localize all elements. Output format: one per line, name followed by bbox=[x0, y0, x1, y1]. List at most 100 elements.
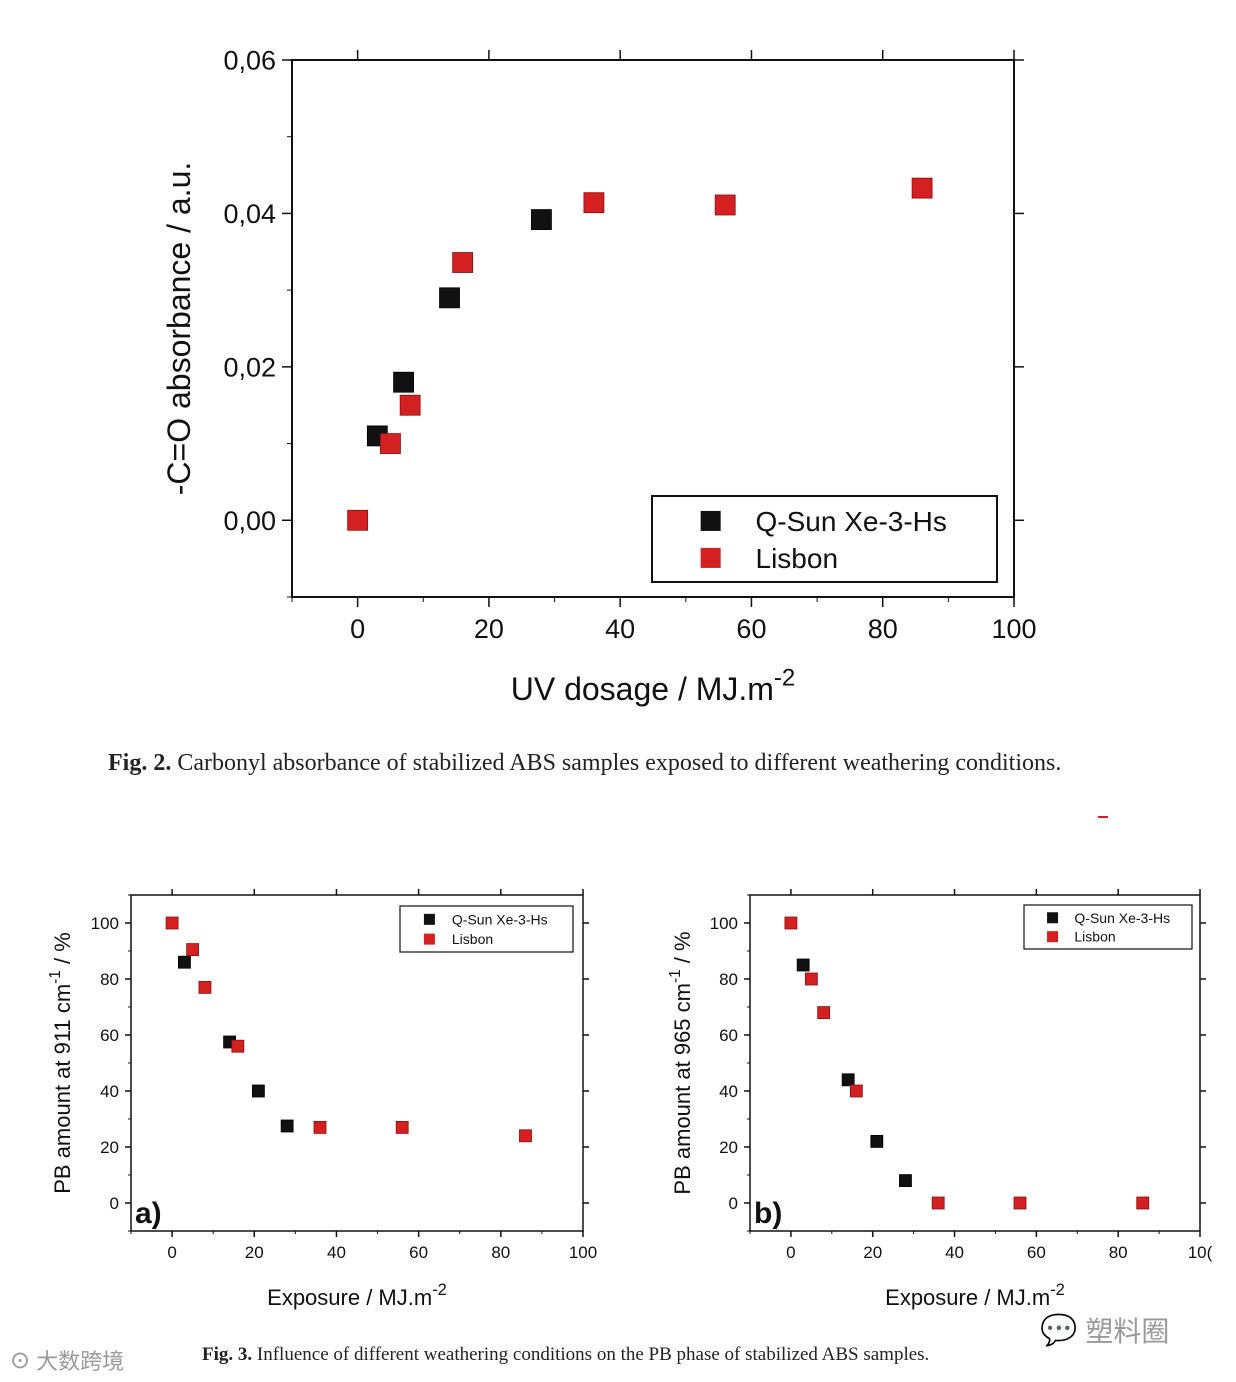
x-tick-label: 40 bbox=[327, 1243, 346, 1262]
data-point bbox=[178, 955, 191, 969]
x-tick-label: 80 bbox=[868, 614, 898, 644]
series-lisbon bbox=[347, 177, 933, 531]
legend: Q-Sun Xe-3-Hs Lisbon bbox=[651, 495, 998, 583]
x-axis-label-sup: -2 bbox=[432, 1281, 447, 1299]
data-point bbox=[313, 1121, 327, 1134]
legend-label: Q-Sun Xe-3-Hs bbox=[452, 911, 548, 927]
data-point bbox=[784, 916, 798, 930]
y-axis-label-sup: -1 bbox=[667, 969, 684, 983]
chart-fig3a: 0 20 40 60 80 100 0 20 40 60 80 100 Exposure / MJ.m-… bbox=[47, 889, 597, 1310]
x-axis-label: Exposure / MJ.m-2 bbox=[267, 1281, 447, 1310]
x-axis-label: Exposure / MJ.m-2 bbox=[885, 1281, 1065, 1310]
chart-fig3b: 0 20 40 60 80 10(0 20 40 60 80 100 Exposure / MJ.m-… bbox=[667, 889, 1213, 1310]
x-tick-label: 20 bbox=[474, 614, 504, 644]
x-tick-label: 40 bbox=[945, 1243, 964, 1262]
fig2-caption: Fig. 2. Carbonyl absorbance of stabilize… bbox=[108, 746, 1108, 780]
y-axis-label: -C=O absorbance / a.u. bbox=[161, 162, 197, 496]
legend-marker bbox=[423, 933, 435, 945]
data-point bbox=[714, 194, 736, 216]
data-point bbox=[280, 1119, 294, 1133]
legend-box bbox=[651, 495, 998, 583]
legend-label: Lisbon bbox=[1074, 929, 1115, 945]
x-tick-label: 60 bbox=[736, 614, 766, 644]
data-point bbox=[849, 1084, 863, 1098]
legend-marker bbox=[700, 547, 721, 568]
data-point bbox=[899, 1174, 912, 1187]
y-axis-label-sup: -1 bbox=[47, 970, 64, 984]
y-tick-label: 20 bbox=[719, 1138, 738, 1157]
x-tick-label: 20 bbox=[245, 1243, 264, 1262]
data-point bbox=[817, 1006, 831, 1019]
watermark-left: ⊙ 大数跨境 bbox=[10, 1344, 124, 1376]
data-point bbox=[165, 916, 179, 930]
fig3-caption: Fig. 3. Influence of different weatherin… bbox=[202, 1343, 1102, 1367]
watermark-left-logo-icon: ⊙ bbox=[10, 1346, 31, 1374]
x-tick-label: 100 bbox=[569, 1243, 597, 1262]
watermark-right-chat-icon: 💬 bbox=[1040, 1312, 1078, 1348]
data-point bbox=[841, 1073, 855, 1087]
x-tick-label: 10( bbox=[1188, 1243, 1213, 1262]
watermark-left-text: 大数跨境 bbox=[36, 1350, 125, 1375]
y-tick-label: 20 bbox=[100, 1138, 119, 1157]
x-axis-label: UV dosage / MJ.m-2 bbox=[511, 665, 796, 707]
data-point bbox=[380, 433, 401, 454]
y-tick-label: 60 bbox=[719, 1026, 738, 1045]
fig3-caption-text: Influence of different weathering condit… bbox=[256, 1344, 930, 1365]
y-tick-label: 80 bbox=[719, 970, 738, 989]
series-qsun bbox=[178, 955, 294, 1133]
x-tick-label: 100 bbox=[991, 614, 1036, 644]
x-tick-label: 0 bbox=[167, 1243, 176, 1262]
x-tick-label: 60 bbox=[409, 1243, 428, 1262]
panel-label: b) bbox=[754, 1197, 782, 1230]
series-lisbon bbox=[784, 916, 1150, 1210]
y-tick-label: 0,02 bbox=[223, 353, 276, 383]
y-tick-label: 40 bbox=[100, 1082, 119, 1101]
data-point bbox=[1013, 1196, 1027, 1210]
chart-fig2: 0 20 40 60 80 100 0,00 0,02 0,04 0,06 UV dosage / … bbox=[161, 46, 1037, 707]
data-point bbox=[347, 509, 369, 531]
y-tick-label: 0 bbox=[110, 1194, 119, 1213]
legend-label: Lisbon bbox=[756, 543, 839, 574]
data-point bbox=[519, 1129, 532, 1143]
plot-frame bbox=[291, 59, 1015, 598]
y-tick-label: 0,06 bbox=[223, 46, 276, 76]
fig3-caption-label: Fig. 3. bbox=[202, 1344, 253, 1365]
series-qsun bbox=[796, 958, 912, 1187]
data-point bbox=[393, 371, 414, 393]
y-tick-label: 100 bbox=[91, 914, 119, 933]
fig2-caption-text: Carbonyl absorbance of stabilized ABS sa… bbox=[177, 750, 1062, 776]
y-axis-label-tail: / % bbox=[50, 932, 75, 970]
data-point bbox=[796, 958, 810, 972]
x-tick-label: 20 bbox=[863, 1243, 882, 1262]
x-tick-label: 40 bbox=[605, 614, 635, 644]
y-axis-label: PB amount at 911 cm-1 / % bbox=[47, 932, 75, 1194]
x-tick-label: 0 bbox=[350, 614, 365, 644]
legend-marker bbox=[1047, 912, 1059, 924]
data-point bbox=[198, 981, 212, 994]
legend-marker bbox=[700, 510, 721, 531]
series-lisbon bbox=[165, 916, 532, 1143]
legend-label: Q-Sun Xe-3-Hs bbox=[1074, 910, 1170, 926]
y-tick-label: 80 bbox=[100, 970, 119, 989]
data-point bbox=[395, 1121, 409, 1134]
legend: Q-Sun Xe-3-Hs Lisbon bbox=[1023, 904, 1193, 950]
x-tick-label: 80 bbox=[491, 1243, 510, 1262]
series-qsun bbox=[366, 209, 552, 447]
y-tick-label: 0,04 bbox=[223, 199, 276, 229]
panel-label: a) bbox=[135, 1197, 162, 1230]
data-point bbox=[870, 1135, 884, 1148]
x-axis-label-sup: -2 bbox=[1050, 1281, 1065, 1299]
legend: Q-Sun Xe-3-Hs Lisbon bbox=[399, 905, 574, 953]
x-tick-label: 0 bbox=[786, 1243, 795, 1262]
y-axis-label-tail: / % bbox=[670, 931, 695, 969]
watermark-right: 💬 塑料圈 bbox=[1040, 1310, 1169, 1350]
fig2-caption-label: Fig. 2. bbox=[108, 750, 172, 776]
legend-marker bbox=[1047, 931, 1059, 943]
data-point bbox=[399, 394, 421, 416]
y-axis-label: PB amount at 965 cm-1 / % bbox=[667, 931, 695, 1194]
x-axis-label-sup: -2 bbox=[774, 665, 795, 692]
data-point bbox=[931, 1196, 945, 1210]
data-point bbox=[1136, 1196, 1150, 1210]
y-tick-label: 0,00 bbox=[223, 506, 276, 536]
